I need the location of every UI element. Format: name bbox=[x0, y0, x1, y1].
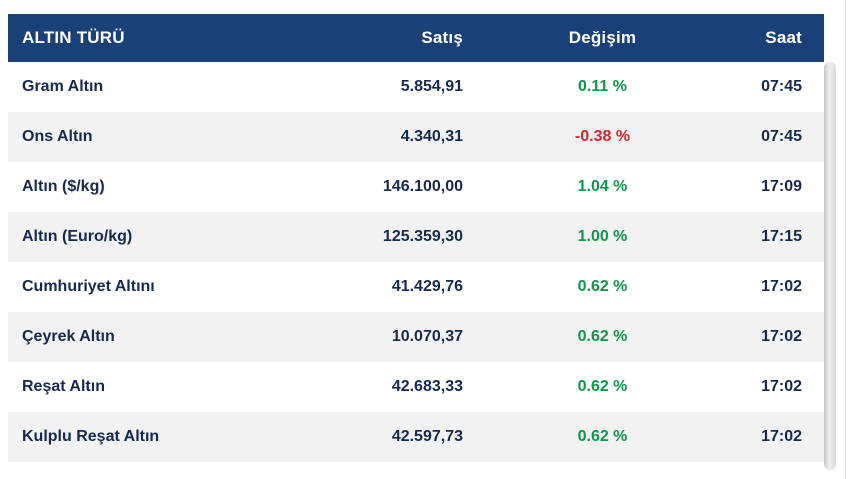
vertical-scrollbar-thumb[interactable] bbox=[824, 62, 836, 470]
table-row[interactable]: Reşat Altın 42.683,33 0.62 % 17:02 bbox=[8, 362, 824, 412]
row-gold-type: Çeyrek Altın bbox=[22, 328, 115, 345]
table-row[interactable]: Altın ($/kg) 146.100,00 1.04 % 17:09 bbox=[8, 162, 824, 212]
table-body: Gram Altın 5.854,91 0.11 % 07:45 Ons Alt… bbox=[8, 62, 824, 462]
column-header-gold-type: ALTIN TÜRÜ bbox=[22, 28, 125, 47]
row-change: 0.62 % bbox=[577, 328, 628, 345]
row-change: 0.11 % bbox=[578, 78, 627, 95]
row-price: 5.854,91 bbox=[400, 78, 463, 95]
row-time: 07:45 bbox=[761, 78, 802, 95]
row-gold-type: Altın ($/kg) bbox=[22, 178, 105, 195]
row-gold-type: Gram Altın bbox=[22, 78, 104, 95]
table-row[interactable]: Çeyrek Altın 10.070,37 0.62 % 17:02 bbox=[8, 312, 824, 362]
row-change: 0.62 % bbox=[577, 278, 628, 295]
row-change: -0.38 % bbox=[574, 128, 631, 145]
row-gold-type: Reşat Altın bbox=[22, 378, 105, 395]
row-time: 07:45 bbox=[761, 128, 802, 145]
gold-prices-table: ALTIN TÜRÜ Satış Değişim Saat Gram Altın… bbox=[8, 14, 824, 462]
row-time: 17:02 bbox=[761, 328, 802, 345]
column-header-time: Saat bbox=[765, 28, 802, 47]
row-change: 0.62 % bbox=[577, 428, 628, 445]
row-time: 17:09 bbox=[761, 178, 802, 195]
row-price: 125.359,30 bbox=[382, 228, 463, 245]
column-header-sale: Satış bbox=[421, 28, 463, 47]
table-row[interactable]: Altın (Euro/kg) 125.359,30 1.00 % 17:15 bbox=[8, 212, 824, 262]
table-row[interactable]: Kulplu Reşat Altın 42.597,73 0.62 % 17:0… bbox=[8, 412, 824, 462]
row-gold-type: Ons Altın bbox=[22, 128, 93, 145]
row-gold-type: Altın (Euro/kg) bbox=[22, 228, 133, 245]
container-right-border bbox=[845, 0, 846, 479]
table-row[interactable]: Gram Altın 5.854,91 0.11 % 07:45 bbox=[8, 62, 824, 112]
row-time: 17:02 bbox=[761, 278, 802, 295]
row-gold-type: Cumhuriyet Altını bbox=[22, 278, 155, 295]
row-gold-type: Kulplu Reşat Altın bbox=[22, 428, 160, 445]
row-change: 1.00 % bbox=[577, 228, 628, 245]
table-row[interactable]: Cumhuriyet Altını 41.429,76 0.62 % 17:02 bbox=[8, 262, 824, 312]
column-header-change: Değişim bbox=[568, 28, 637, 47]
table-row[interactable]: Ons Altın 4.340,31 -0.38 % 07:45 bbox=[8, 112, 824, 162]
row-time: 17:02 bbox=[761, 428, 802, 445]
row-price: 10.070,37 bbox=[391, 328, 463, 345]
row-price: 146.100,00 bbox=[382, 178, 463, 195]
row-change: 1.04 % bbox=[577, 178, 628, 195]
row-time: 17:02 bbox=[761, 378, 802, 395]
row-price: 42.683,33 bbox=[391, 378, 463, 395]
row-change: 0.62 % bbox=[577, 378, 628, 395]
row-price: 41.429,76 bbox=[391, 278, 463, 295]
row-time: 17:15 bbox=[761, 228, 802, 245]
row-price: 4.340,31 bbox=[400, 128, 463, 145]
row-price: 42.597,73 bbox=[391, 428, 463, 445]
table-header: ALTIN TÜRÜ Satış Değişim Saat bbox=[8, 14, 824, 62]
